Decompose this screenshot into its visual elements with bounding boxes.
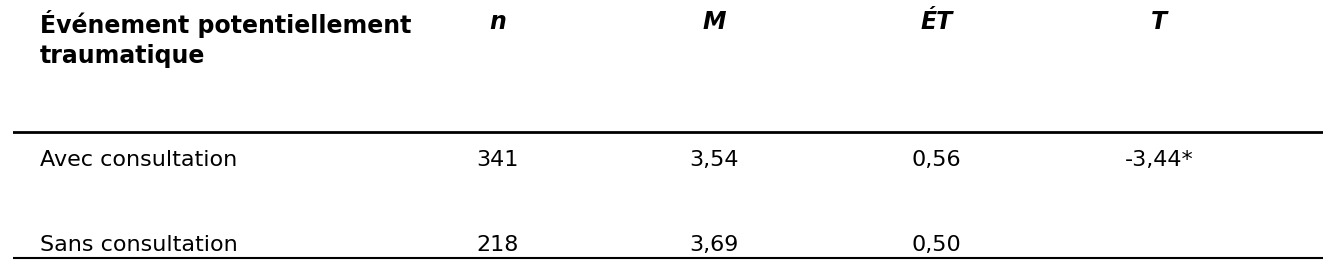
Text: Sans consultation: Sans consultation [40,235,238,255]
Text: M: M [703,10,725,34]
Text: 3,69: 3,69 [689,235,739,255]
Text: 3,54: 3,54 [689,150,739,170]
Text: 0,56: 0,56 [911,150,961,170]
Text: 218: 218 [477,235,518,255]
Text: Événement potentiellement
traumatique: Événement potentiellement traumatique [40,10,411,68]
Text: 0,50: 0,50 [911,235,962,255]
Text: Avec consultation: Avec consultation [40,150,236,170]
Text: ÉT: ÉT [921,10,953,34]
Text: 341: 341 [477,150,518,170]
Text: -3,44*: -3,44* [1125,150,1193,170]
Text: n: n [489,10,506,34]
Text: T: T [1150,10,1168,34]
